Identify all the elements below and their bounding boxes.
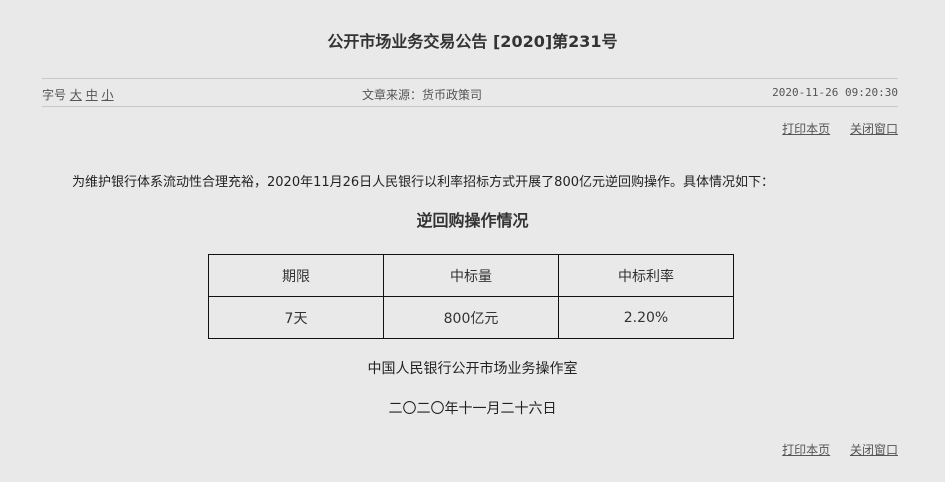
table-header-row: 期限 中标量 中标利率 — [208, 254, 734, 297]
signature-date: 二〇二〇年十一月二十六日 — [388, 401, 557, 417]
rate-cell: 2.20% — [558, 296, 734, 339]
term-cell: 7天 — [208, 296, 384, 339]
header-cell: 中标利率 — [558, 254, 734, 297]
publish-datetime: 2020-11-26 09:20:30 — [772, 86, 898, 99]
font-size-controls: 字号 大 中 小 — [42, 86, 114, 103]
article-source: 文章来源：货币政策司 — [362, 88, 483, 102]
signature-org: 中国人民银行公开市场业务操作室 — [367, 361, 578, 377]
page-title: 公开市场业务交易公告 [2020]第231号 — [327, 32, 618, 51]
print-link[interactable]: 打印本页 — [782, 443, 831, 457]
font-size-label: 字号 — [42, 88, 67, 102]
close-window-link[interactable]: 关闭窗口 — [849, 443, 898, 457]
bottom-actions: 打印本页 关闭窗口 — [766, 441, 898, 458]
top-actions: 打印本页 关闭窗口 — [766, 120, 898, 137]
font-small-link[interactable]: 小 — [101, 88, 114, 102]
divider — [42, 78, 898, 79]
font-large-link[interactable]: 大 — [69, 88, 82, 102]
print-link[interactable]: 打印本页 — [782, 122, 831, 136]
amount-cell: 800亿元 — [383, 296, 559, 339]
divider — [42, 106, 898, 107]
close-window-link[interactable]: 关闭窗口 — [849, 122, 898, 136]
operation-table: 期限 中标量 中标利率 7天 800亿元 2.20% — [208, 254, 734, 339]
section-title: 逆回购操作情况 — [416, 211, 529, 230]
intro-paragraph: 为维护银行体系流动性合理充裕，2020年11月26日人民银行以利率招标方式开展了… — [72, 175, 774, 190]
header-cell: 期限 — [208, 254, 384, 297]
table-row: 7天 800亿元 2.20% — [208, 296, 734, 339]
header-cell: 中标量 — [383, 254, 559, 297]
font-medium-link[interactable]: 中 — [85, 88, 98, 102]
